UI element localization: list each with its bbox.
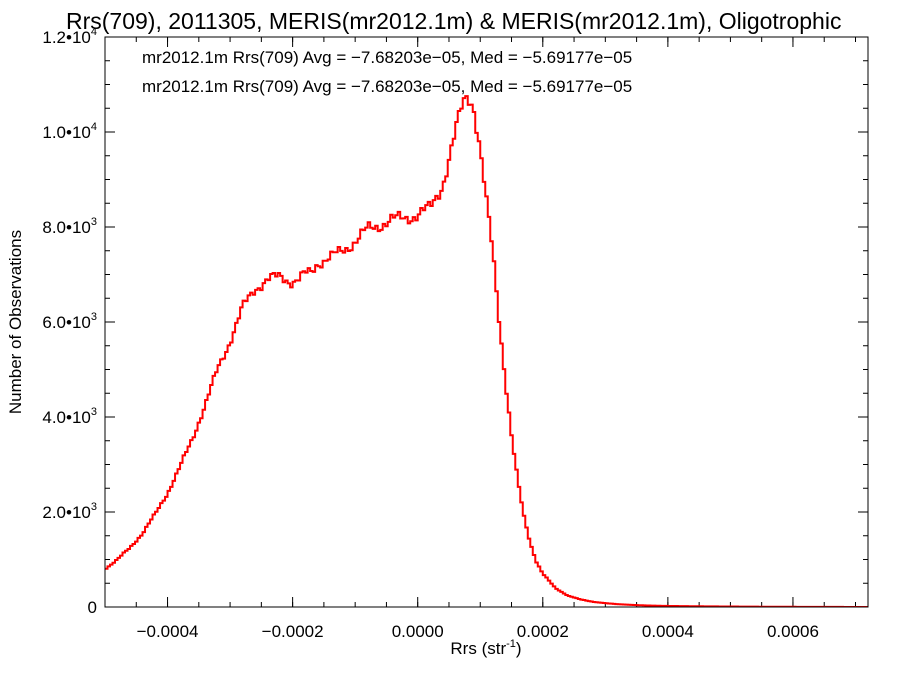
x-tick-label: 0.0006 [767, 622, 819, 641]
y-tick-label: 8.0•103 [42, 216, 97, 237]
x-axis-label-exponent: -1 [506, 638, 516, 650]
x-tick-label: 0.0000 [392, 622, 444, 641]
y-tick-label: 1.2•104 [42, 26, 97, 47]
y-tick-label: 4.0•103 [42, 406, 97, 427]
chart-title: Rrs(709), 2011305, MERIS(mr2012.1m) & ME… [66, 8, 841, 34]
y-tick-label: 1.0•104 [42, 121, 97, 142]
axis-ticks [104, 36, 868, 608]
x-tick-label: −0.0004 [137, 622, 199, 641]
histogram-series-line [105, 95, 868, 607]
y-tick-label: 2.0•103 [42, 501, 97, 522]
y-tick-label: 6.0•103 [42, 311, 97, 332]
x-tick-labels: −0.0004 −0.0002 0.0000 0.0002 0.0004 0.0006 [137, 622, 819, 641]
x-tick-label: 0.0004 [642, 622, 694, 641]
x-axis-label-text: Rrs (str [450, 639, 506, 658]
x-tick-label: −0.0002 [262, 622, 324, 641]
stats-annotation-red: mr2012.1m Rrs(709) Avg = −7.68203e−05, M… [142, 77, 632, 96]
plot-frame [104, 36, 869, 608]
x-tick-label: 0.0002 [517, 622, 569, 641]
x-axis-label-suffix: ) [516, 639, 522, 658]
y-tick-label: 0 [88, 598, 97, 617]
stats-annotation-black: mr2012.1m Rrs(709) Avg = −7.68203e−05, M… [142, 48, 632, 67]
x-axis-label: Rrs (str-1) [450, 638, 521, 658]
y-tick-labels: 0 2.0•103 4.0•103 6.0•103 8.0•103 1.0•104 1.2•… [42, 26, 97, 617]
y-axis-label: Number of Observations [6, 230, 25, 414]
